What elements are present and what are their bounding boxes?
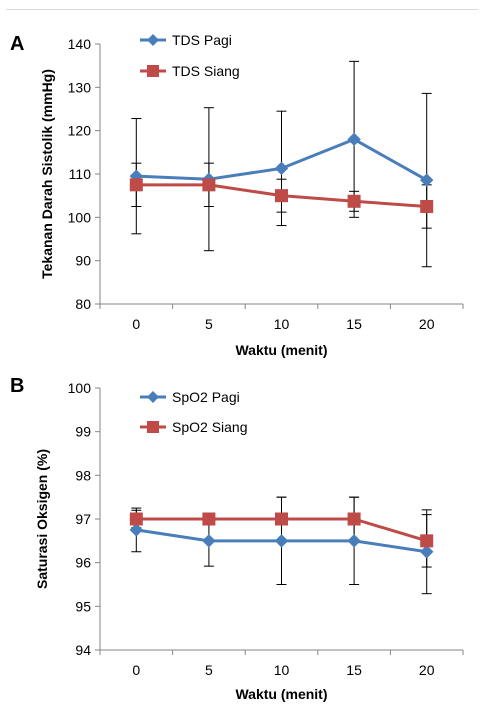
y-tick-label: 97: [75, 511, 91, 527]
data-point-diamond: [347, 132, 361, 147]
panel-label: B: [10, 375, 24, 397]
x-axis-title: Waktu (menit): [235, 686, 327, 702]
legend-label: TDS Pagi: [172, 32, 232, 48]
x-tick-label: 5: [205, 316, 213, 332]
y-tick-label: 80: [75, 296, 91, 312]
x-tick-label: 0: [132, 662, 140, 678]
data-point-diamond: [274, 534, 289, 548]
legend-label: SpO2 Pagi: [172, 389, 240, 405]
x-tick-label: 15: [346, 662, 362, 678]
chart-a: A 80 90 100 110 120 130 140 0 5 10 15 20 Waktu (menit…: [10, 32, 464, 358]
chart-b: B 94 95 96 97 98 99 100 0 5 10 15 20 Waktu (menit) Sat…: [10, 375, 464, 702]
data-point-square: [275, 189, 288, 203]
y-tick-label: 100: [68, 209, 92, 225]
y-tick-label: 99: [75, 424, 91, 440]
legend-label: SpO2 Siang: [172, 419, 248, 435]
data-point-square: [129, 178, 143, 192]
data-point-diamond: [202, 534, 216, 548]
data-point-diamond: [129, 523, 144, 537]
data-point-square: [347, 194, 361, 208]
x-tick-label: 15: [346, 316, 362, 332]
x-tick-label: 10: [274, 316, 290, 332]
data-point-square: [347, 512, 361, 526]
y-axis-title: Tekanan Darah Sistolik (mmHg): [39, 69, 55, 279]
legend-marker-square: [147, 421, 159, 433]
x-tick-label: 0: [132, 316, 140, 332]
y-tick-label: 100: [68, 380, 92, 396]
data-point-diamond: [347, 534, 361, 548]
y-tick-label: 90: [75, 253, 91, 269]
data-point-square: [202, 178, 216, 192]
legend-marker-diamond: [147, 34, 159, 46]
data-point-diamond: [274, 161, 289, 176]
data-point-square: [420, 200, 434, 213]
legend-label: TDS Siang: [172, 63, 240, 79]
top-divider: [6, 9, 478, 10]
x-tick-label: 20: [419, 316, 435, 332]
x-tick-label: 10: [274, 662, 290, 678]
x-axis-title: Waktu (menit): [235, 342, 327, 358]
y-tick-label: 130: [68, 79, 92, 95]
panel-label: A: [10, 33, 24, 55]
x-tick-label: 5: [205, 662, 213, 678]
data-point-square: [420, 534, 434, 548]
y-tick-label: 120: [68, 123, 92, 139]
data-point-square: [275, 512, 288, 526]
legend-marker-diamond: [147, 391, 159, 403]
data-point-square: [129, 512, 143, 526]
y-tick-label: 94: [75, 642, 91, 658]
y-tick-label: 140: [68, 36, 92, 52]
y-tick-label: 96: [75, 555, 91, 571]
x-tick-label: 20: [419, 662, 435, 678]
y-tick-label: 98: [75, 467, 91, 483]
legend-marker-square: [147, 65, 159, 77]
y-tick-label: 110: [69, 166, 92, 182]
data-point-diamond: [419, 545, 434, 559]
y-axis-title: Saturasi Oksigen (%): [34, 449, 50, 589]
y-tick-label: 95: [75, 598, 91, 614]
data-point-square: [202, 512, 216, 526]
data-point-diamond: [419, 173, 434, 187]
